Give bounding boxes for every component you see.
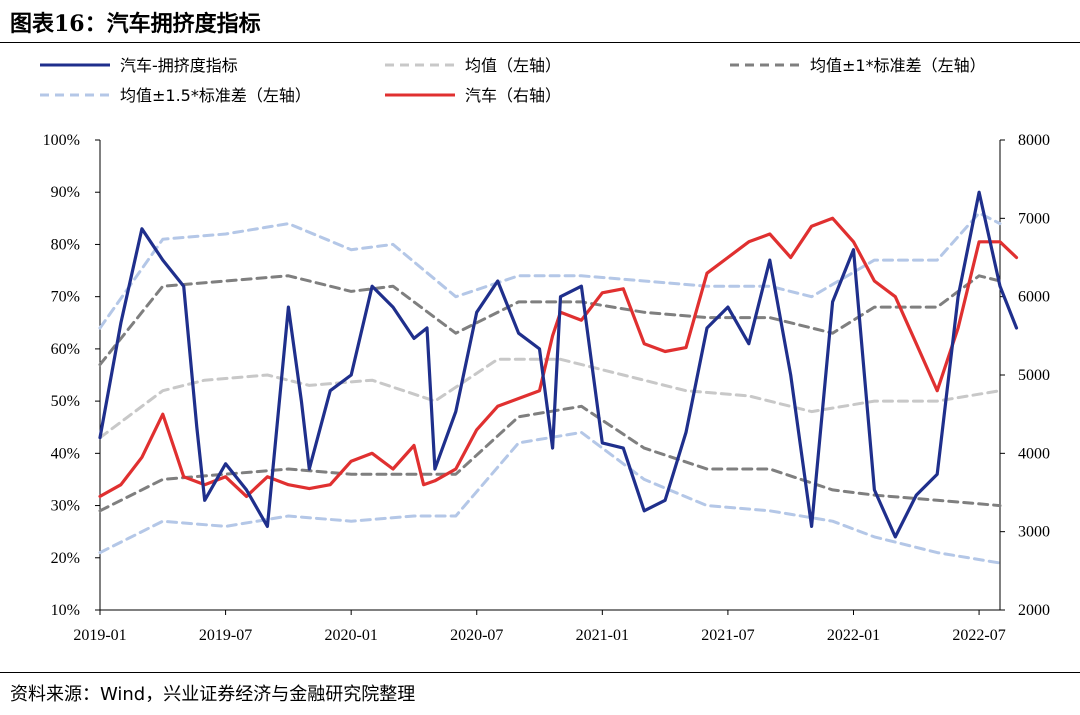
y-left-tick-label: 10% [51,602,80,619]
series-lines [98,190,1019,565]
axes: 10% 20% 30% 40% 50% 60% 70% 80% 90% 100% 2000 3000 4… [43,132,1050,644]
series-line-auto [98,216,1019,498]
legend: 汽车-拥挤度指标 均值（左轴） 均值±1*标准差（左轴） 均值±1.5*标准差（左轴）… [40,56,986,105]
y-right-tick-label: 5000 [1018,367,1050,384]
y-left-tick-label: 50% [51,393,80,410]
y-left-tick-label: 20% [51,550,80,567]
y-right-tick-label: 7000 [1018,210,1050,227]
legend-label-mean: 均值（左轴） [465,56,561,75]
source-rule [0,672,1080,673]
y-right-tick-label: 6000 [1018,289,1050,306]
title-rule [0,42,1080,43]
legend-label-auto: 汽车（右轴） [465,86,561,105]
x-tick-label: 2020-01 [324,627,377,644]
series-line-mean_plus1 [98,274,1002,367]
legend-label-crowding: 汽车-拥挤度指标 [120,56,238,75]
y-left-tick-label: 30% [51,498,80,515]
series-line-mean_minus1 [98,404,1002,513]
x-tick-label: 2022-01 [827,627,880,644]
chart-title: 图表16：汽车拥挤度指标 [10,11,261,37]
y-left-tick-label: 90% [51,184,80,201]
series-line-mean [98,357,1002,440]
series-line-crowding [98,190,1019,539]
x-tick-label: 2020-07 [450,627,503,644]
y-left-tick-label: 80% [51,236,80,253]
y-left-tick-label: 100% [43,132,80,149]
y-right-tick-label: 8000 [1018,132,1050,149]
legend-label-band15: 均值±1.5*标准差（左轴） [120,86,311,105]
y-right-tick-label: 2000 [1018,602,1050,619]
series-line-mean_plus15 [98,211,1002,330]
source-note: 资料来源：Wind，兴业证券经济与金融研究院整理 [10,684,416,705]
y-right-tick-label: 4000 [1018,445,1050,462]
legend-label-band1: 均值±1*标准差（左轴） [810,56,986,75]
x-tick-label: 2021-01 [576,627,629,644]
y-right-tick-label: 3000 [1018,524,1050,541]
x-tick-label: 2021-07 [701,627,754,644]
y-left-tick-label: 60% [51,341,80,358]
y-left-tick-label: 70% [51,289,80,306]
x-tick-label: 2019-07 [199,627,252,644]
series-line-mean_minus15 [98,430,1002,565]
x-tick-label: 2022-07 [952,627,1005,644]
y-left-tick-label: 40% [51,445,80,462]
x-tick-label: 2019-01 [73,627,126,644]
